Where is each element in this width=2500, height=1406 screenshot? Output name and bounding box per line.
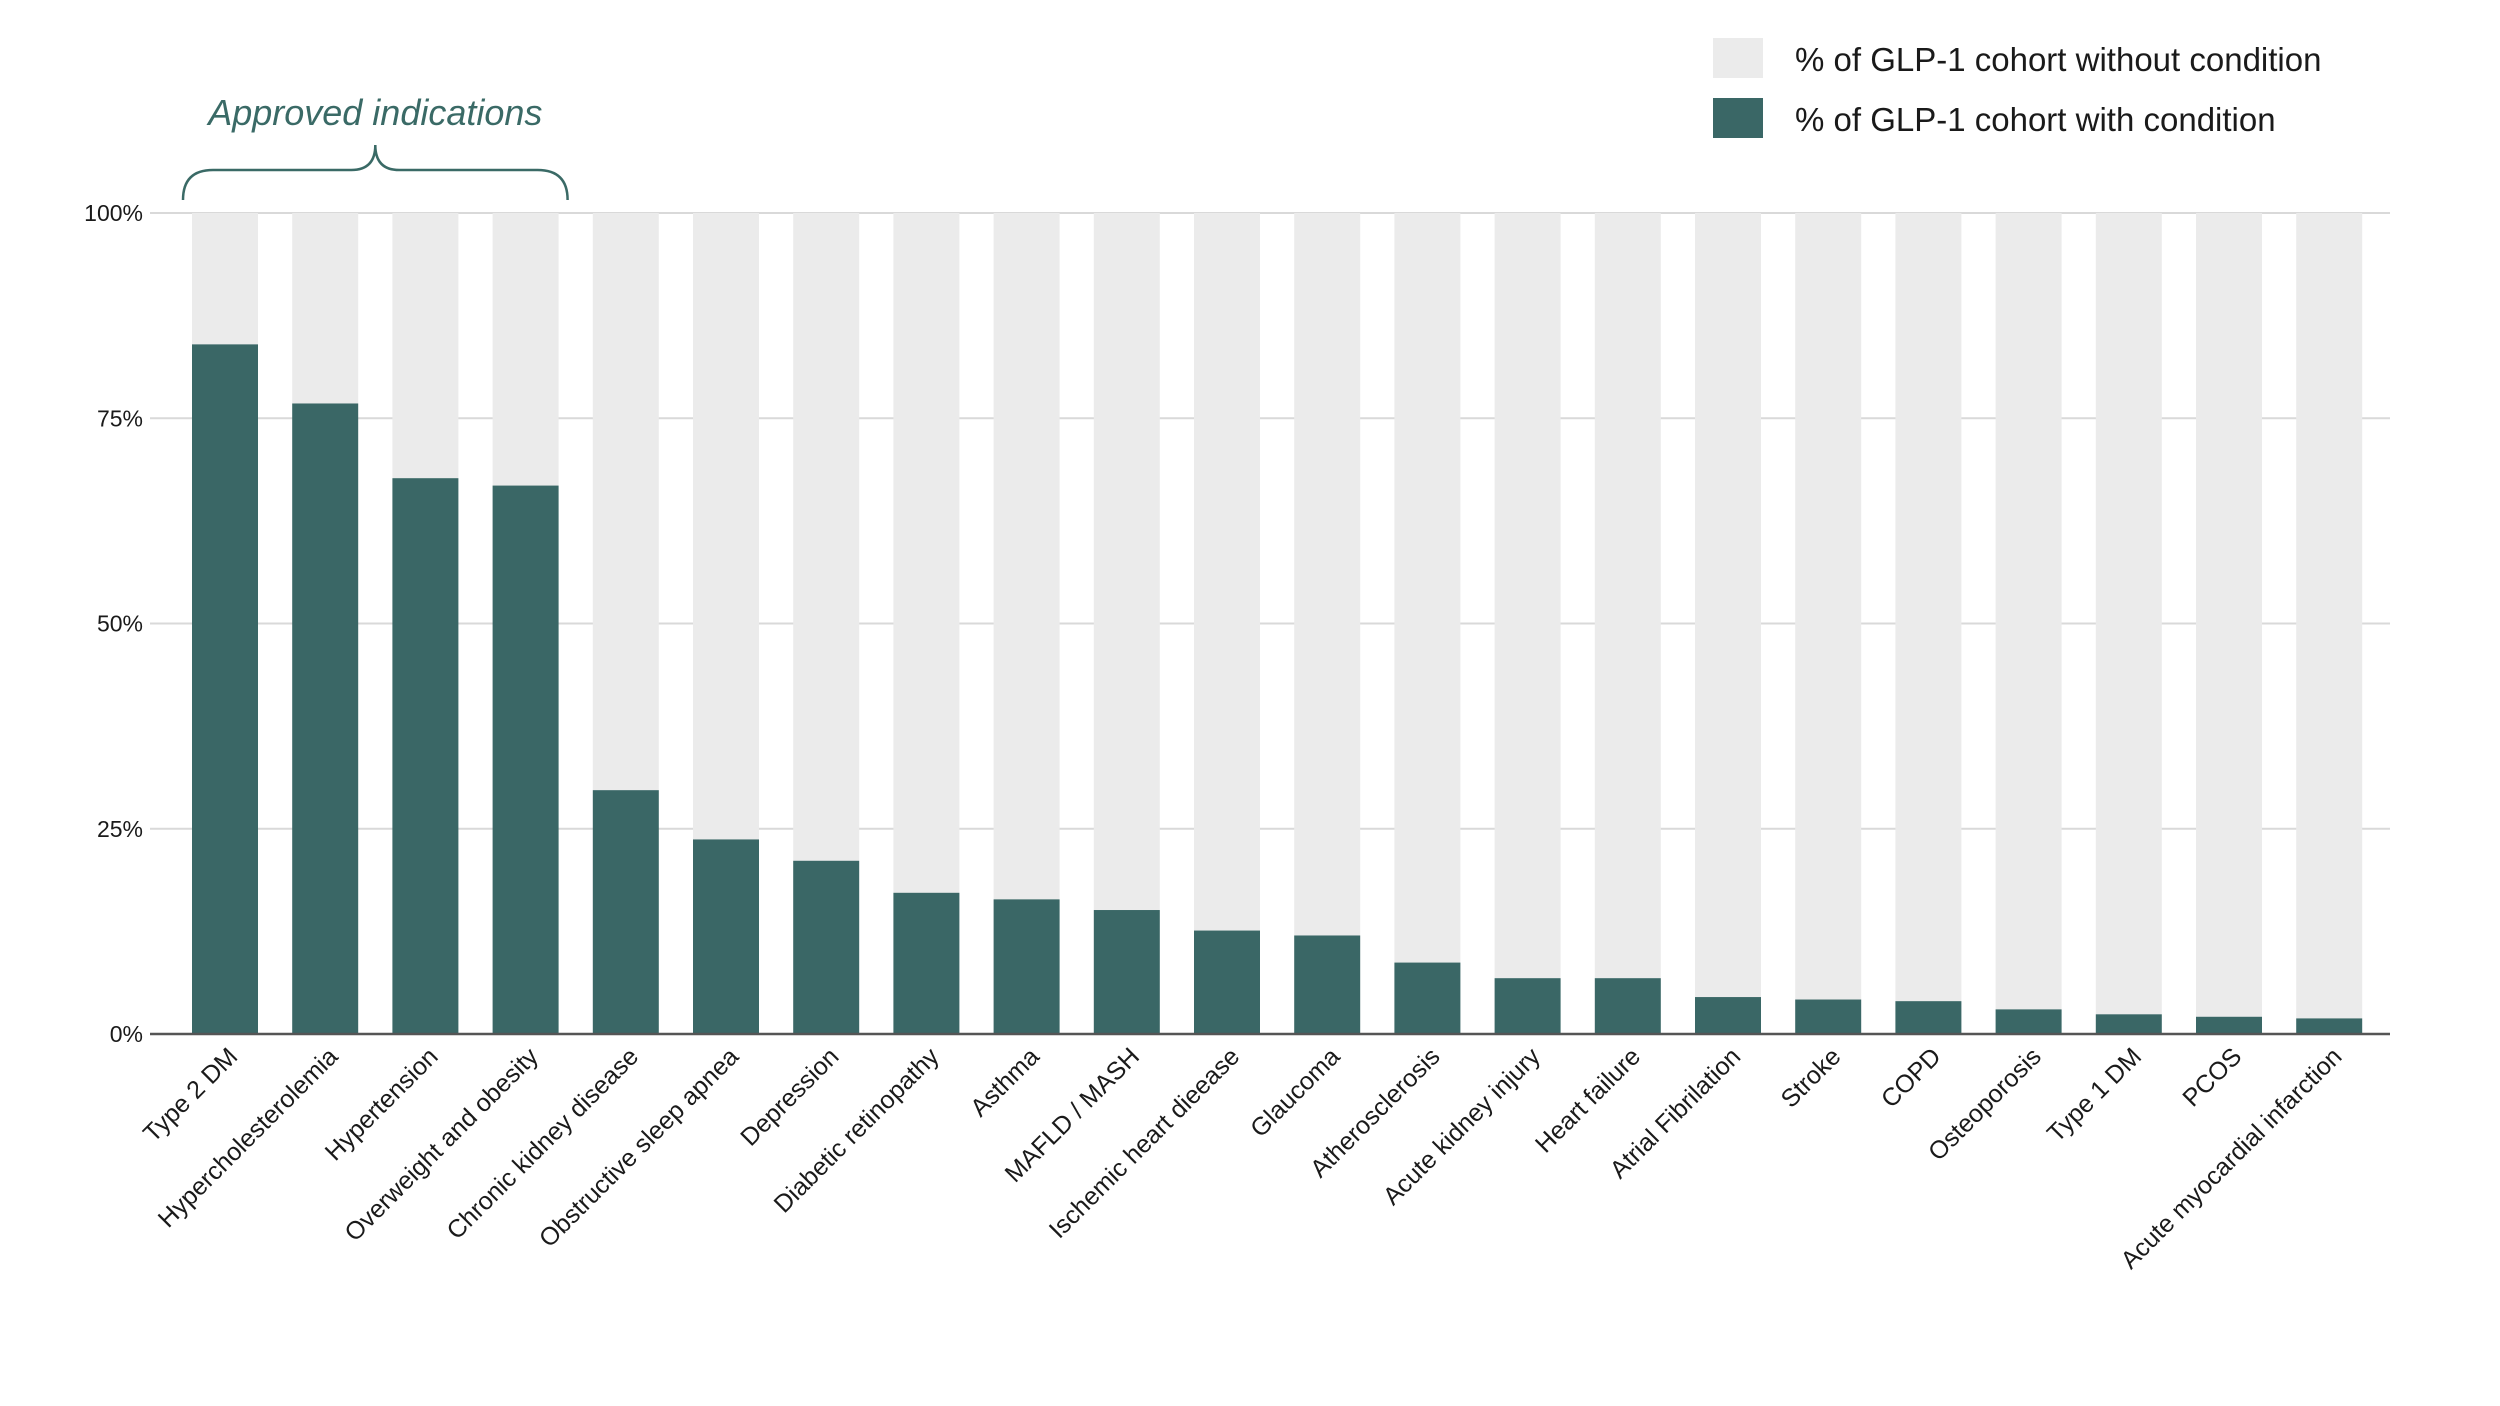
bar-with-condition-diabetic-retinopathy [893,892,960,1034]
y-tick-label-100: 100% [84,200,143,226]
bar-without-condition-heart-failure [1594,213,1661,979]
bar-without-condition-type-2-dm [192,213,258,345]
x-tick-label-obstructive-sleep-apnea: Obstructive sleep apnea [534,1042,745,1253]
y-tick-label-0: 0% [110,1021,143,1047]
x-tick-label-overweight-and-obesity: Overweight and obesity [339,1042,544,1247]
bar-with-condition-acute-kidney-injury [1494,978,1561,1034]
bar-without-condition-mafld-mash [1093,213,1160,911]
bar-with-condition-hypercholesterolemia [292,403,359,1034]
bar-with-condition-atrial-fibrilation [1695,997,1761,1034]
bar-with-condition-asthma [993,899,1060,1034]
legend-swatch-without-condition [1713,38,1763,78]
bar-without-condition-chronic-kidney-disease [592,213,659,791]
legend: % of GLP-1 cohort without condition % of… [1713,38,2321,138]
legend-swatch-with-condition [1713,98,1763,138]
legend-label-with-condition: % of GLP-1 cohort with condition [1795,101,2276,138]
approved-indications-brace [181,144,569,201]
bar-without-condition-hypertension [392,213,459,479]
x-tick-label-ischemic-heart-dieease: Ischemic heart dieease [1044,1042,1246,1244]
x-tick-label-diabetic-retinopathy: Diabetic retinopathy [769,1042,945,1218]
bar-without-condition-overweight-and-obesity [492,213,559,486]
bar-without-condition-atrial-fibrilation [1695,213,1761,998]
bar-with-condition-acute-myocardial-infarction [2296,1018,2363,1034]
approved-indications-annotation: Approved indications [181,92,569,201]
bar-with-condition-copd [1895,1001,1962,1034]
bar-with-condition-heart-failure [1594,978,1661,1034]
x-tick-label-pcos: PCOS [2177,1042,2247,1112]
bar-with-condition-atherosclerosis [1394,962,1461,1034]
x-tick-label-glaucoma: Glaucoma [1245,1042,1345,1142]
x-category-labels: Type 2 DMHypercholesterolemiaHypertensio… [138,1042,2347,1274]
bar-without-condition-type-1-dm [2095,213,2162,1015]
bar-with-condition-obstructive-sleep-apnea [693,839,759,1034]
bar-without-condition-pcos [2196,213,2262,1017]
bar-without-condition-acute-kidney-injury [1494,213,1561,979]
bar-with-condition-type-2-dm [192,344,258,1034]
y-tick-label-75: 75% [97,405,143,431]
bar-without-condition-ischemic-heart-dieease [1194,213,1260,931]
bar-with-condition-glaucoma [1294,935,1361,1034]
bar-with-condition-mafld-mash [1093,910,1160,1034]
bar-without-condition-osteoporosis [1995,213,2062,1010]
y-tick-label-50: 50% [97,611,143,637]
bar-with-condition-overweight-and-obesity [492,485,559,1034]
bar-without-condition-acute-myocardial-infarction [2296,213,2363,1019]
approved-indications-label: Approved indications [206,92,542,133]
bar-without-condition-stroke [1795,213,1862,1000]
bars [192,213,2363,1035]
x-tick-label-type-2-dm: Type 2 DM [138,1042,243,1147]
bar-with-condition-chronic-kidney-disease [592,790,659,1034]
x-tick-label-chronic-kidney-disease: Chronic kidney disease [441,1042,644,1245]
bar-without-condition-glaucoma [1294,213,1361,936]
x-tick-label-hypercholesterolemia: Hypercholesterolemia [153,1042,344,1233]
bar-with-condition-osteoporosis [1995,1009,2062,1034]
bar-without-condition-copd [1895,213,1962,1002]
bar-with-condition-pcos [2196,1016,2262,1034]
bar-without-condition-diabetic-retinopathy [893,213,960,893]
bar-without-condition-asthma [993,213,1060,900]
x-tick-label-stroke: Stroke [1776,1042,1847,1113]
x-tick-label-copd: COPD [1876,1042,1947,1113]
bar-without-condition-atherosclerosis [1394,213,1461,963]
bar-without-condition-obstructive-sleep-apnea [693,213,759,840]
bar-with-condition-depression [793,860,860,1034]
x-tick-label-asthma: Asthma [965,1042,1045,1122]
y-tick-labels: 0% 25% 50% 75% 100% [84,200,143,1047]
bar-with-condition-ischemic-heart-dieease [1194,930,1260,1034]
bar-with-condition-type-1-dm [2095,1014,2162,1034]
legend-label-without-condition: % of GLP-1 cohort without condition [1795,41,2321,78]
y-tick-label-25: 25% [97,816,143,842]
x-tick-label-type-1-dm: Type 1 DM [2042,1042,2147,1147]
bar-with-condition-hypertension [392,478,459,1035]
bar-without-condition-depression [793,213,860,861]
x-tick-label-depression: Depression [735,1042,844,1151]
bar-without-condition-hypercholesterolemia [292,213,359,404]
bar-with-condition-stroke [1795,999,1862,1034]
